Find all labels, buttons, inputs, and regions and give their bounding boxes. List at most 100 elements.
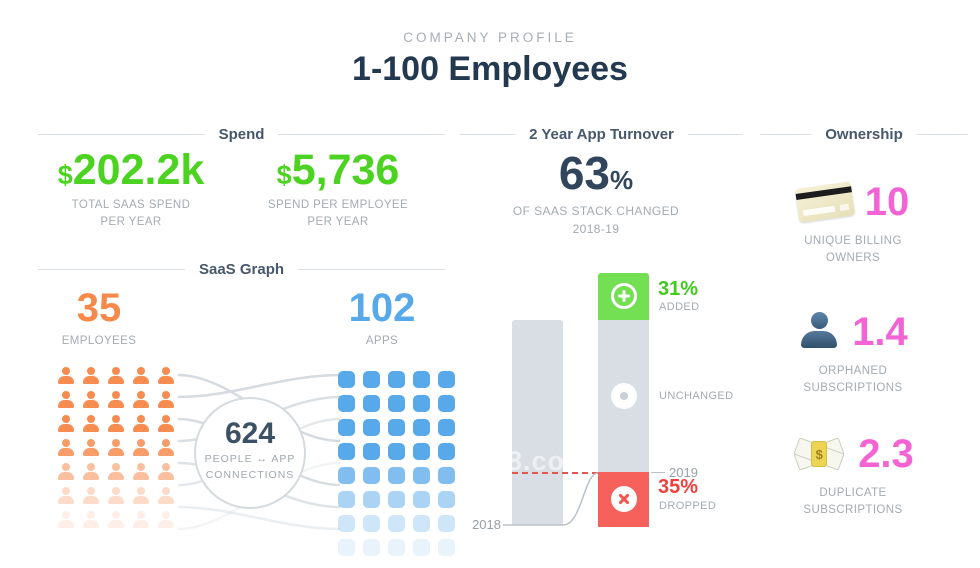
person-icon (57, 511, 75, 528)
billing-owners-stat: 10 UNIQUE BILLING OWNERS (758, 176, 948, 266)
divider-line (38, 133, 205, 135)
orphaned-subscriptions-stat: 1.4 ORPHANED SUBSCRIPTIONS (758, 306, 948, 396)
plus-icon (611, 283, 637, 309)
app-icon (363, 371, 380, 388)
stat-label-line: PER YEAR (100, 215, 162, 228)
app-icon (388, 443, 405, 460)
app-icon (413, 467, 430, 484)
apps-grid-row (338, 467, 455, 484)
apps-grid-row (338, 539, 455, 556)
dot-icon (611, 383, 637, 409)
app-icon (413, 395, 430, 412)
connections-value: 624 (224, 417, 276, 450)
connections-label-line: CONNECTIONS (205, 468, 295, 481)
turnover-sublabel: OF SAAS STACK CHANGED 2018-19 (480, 202, 712, 238)
app-icon (338, 419, 355, 436)
spend-per-employee-value: $5,736 (243, 149, 433, 192)
person-icon (107, 367, 125, 384)
person-icon (107, 415, 125, 432)
spend-per-employee-label: SPEND PER EMPLOYEE PER YEAR (243, 197, 433, 230)
apps-grid-row (338, 515, 455, 532)
person-icon (157, 367, 175, 384)
divider-line (278, 133, 445, 135)
stat-label-line: SUBSCRIPTIONS (803, 381, 903, 394)
stat-label-line: SUBSCRIPTIONS (803, 503, 903, 516)
section-header-ownership: Ownership (760, 125, 969, 143)
app-icon (338, 395, 355, 412)
person-icon (57, 439, 75, 456)
section-header-saas-graph: SaaS Graph (38, 260, 446, 278)
watermark-text: 8.co (507, 446, 566, 476)
connections-label-line: PEOPLE ↔ APP (204, 453, 296, 465)
people-grid-row (57, 439, 175, 456)
apps-grid-row (338, 395, 455, 412)
person-icon (82, 415, 100, 432)
money-band: $ (811, 441, 828, 467)
person-icon (107, 439, 125, 456)
person-icon (157, 391, 175, 408)
app-icon (363, 443, 380, 460)
stat-label-line: SPEND PER EMPLOYEE (267, 199, 409, 211)
billing-owners-row: 10 (758, 176, 948, 228)
person-body (801, 331, 838, 348)
orphaned-subscriptions-row: 1.4 (758, 306, 948, 358)
apps-stat: 102 APPS (322, 288, 442, 350)
connections-label: PEOPLE ↔ APP CONNECTIONS (196, 452, 304, 484)
divider-line (916, 133, 969, 135)
duplicate-subscriptions-value: 2.3 (858, 432, 914, 476)
bar-2018: 8.co (507, 320, 564, 525)
person-icon (107, 487, 125, 504)
baseline-2019-tick (651, 472, 665, 473)
credit-card-icon (794, 181, 855, 223)
app-icon (338, 515, 355, 532)
stat-label-line: DUPLICATE (819, 487, 887, 499)
app-icon (438, 395, 455, 412)
people-grid-row (57, 487, 175, 504)
person-icon (157, 463, 175, 480)
spend-stat-per-employee: $5,736 SPEND PER EMPLOYEE PER YEAR (243, 149, 433, 230)
connection-line (178, 373, 340, 399)
stat-value: 5,736 (291, 146, 400, 194)
stat-label-line: OWNERS (825, 251, 881, 264)
person-icon (157, 439, 175, 456)
person-icon (82, 367, 100, 384)
app-icon (438, 419, 455, 436)
person-head (810, 312, 828, 329)
connection-line (178, 505, 340, 531)
app-icon (438, 491, 455, 508)
person-icon (798, 312, 840, 352)
person-icon (132, 511, 150, 528)
added-percent-label: 31% (658, 278, 699, 300)
unchanged-label: UNCHANGED (659, 390, 734, 402)
section-title-turnover: 2 Year App Turnover (529, 125, 674, 143)
app-icon (388, 539, 405, 556)
apps-label: APPS (365, 335, 399, 347)
app-icon (363, 491, 380, 508)
app-icon (338, 371, 355, 388)
person-icon (132, 463, 150, 480)
person-icon (57, 463, 75, 480)
year-2018-label: 2018 (472, 517, 501, 532)
section-title-spend: Spend (218, 125, 265, 143)
company-profile-eyebrow: COMPANY PROFILE (403, 30, 577, 45)
apps-value: 102 (348, 286, 416, 330)
app-icon (363, 539, 380, 556)
added-label: ADDED (659, 301, 700, 313)
stat-value: 202.2k (72, 146, 205, 194)
app-icon (388, 515, 405, 532)
divider-line (298, 268, 446, 270)
person-icon (107, 391, 125, 408)
person-icon (82, 487, 100, 504)
app-icon (413, 419, 430, 436)
employees-label: EMPLOYEES (61, 335, 137, 347)
divider-line (687, 133, 743, 135)
person-icon (82, 439, 100, 456)
app-icon (388, 371, 405, 388)
app-icon (413, 443, 430, 460)
connections-circle: 624 PEOPLE ↔ APP CONNECTIONS (194, 397, 306, 509)
divider-line (460, 133, 516, 135)
person-icon (107, 511, 125, 528)
people-grid-row (57, 391, 175, 408)
app-icon (413, 539, 430, 556)
